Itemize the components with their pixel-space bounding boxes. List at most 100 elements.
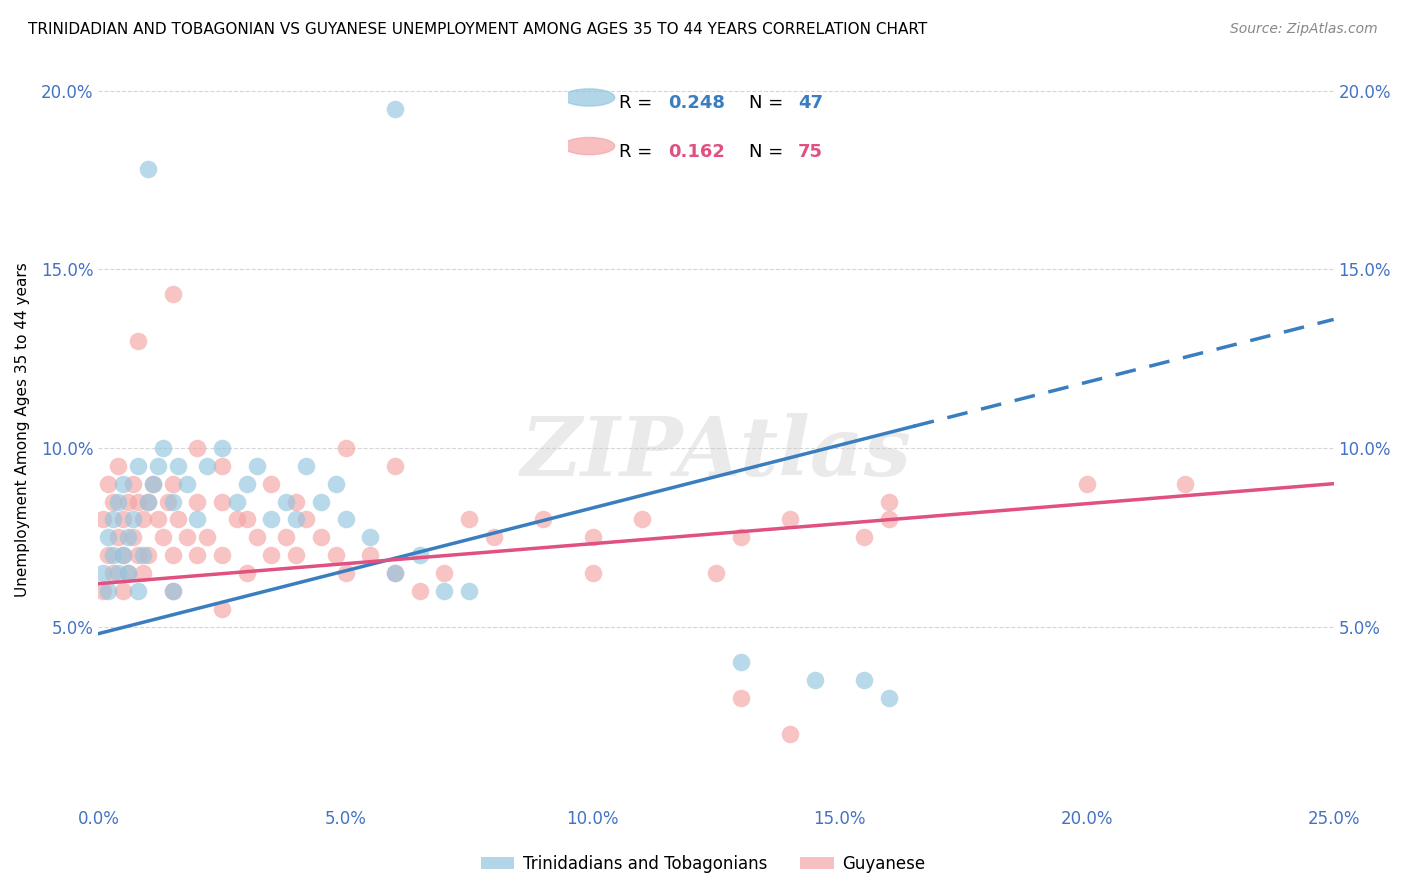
Point [162,548,184,562]
Point [704,566,727,580]
Point [112,548,135,562]
Point [195,530,218,544]
Point [93,566,115,580]
Point [132,512,155,526]
Point [235,566,257,580]
Point [176,530,198,544]
Point [186,512,208,526]
Point [156,494,179,508]
Point [195,458,218,473]
Point [112,548,135,562]
Point [285,548,308,562]
Point [136,494,159,508]
Point [146,458,169,473]
Point [162,583,184,598]
Point [245,530,267,544]
Point [260,548,283,562]
Point [359,548,381,562]
Point [408,583,430,598]
Point [730,655,752,669]
Legend: Trinidadians and Tobagonians, Guyanese: Trinidadians and Tobagonians, Guyanese [474,848,932,880]
Point [853,673,876,687]
Point [276,494,298,508]
Point [93,512,115,526]
Point [335,441,357,455]
Point [730,690,752,705]
Point [581,530,603,544]
Point [309,530,332,544]
Point [136,162,159,177]
Point [285,512,308,526]
Point [211,494,233,508]
Point [127,334,149,348]
Point [127,494,149,508]
Point [176,476,198,491]
Point [779,512,801,526]
Point [146,512,169,526]
Point [325,476,347,491]
Point [285,494,308,508]
Point [127,583,149,598]
Point [103,512,125,526]
Point [112,476,135,491]
Point [166,458,188,473]
Point [132,548,155,562]
Point [804,673,827,687]
Point [309,494,332,508]
Point [211,458,233,473]
Point [162,287,184,301]
Point [581,566,603,580]
Point [152,441,174,455]
Point [1174,476,1197,491]
Point [384,102,406,116]
Point [730,530,752,544]
Text: TRINIDADIAN AND TOBAGONIAN VS GUYANESE UNEMPLOYMENT AMONG AGES 35 TO 44 YEARS CO: TRINIDADIAN AND TOBAGONIAN VS GUYANESE U… [28,22,928,37]
Point [458,512,481,526]
Point [384,458,406,473]
Point [142,476,165,491]
Point [186,441,208,455]
Point [97,548,120,562]
Point [853,530,876,544]
Point [136,494,159,508]
Point [295,458,318,473]
Point [122,476,145,491]
Point [93,583,115,598]
Point [117,494,139,508]
Point [136,548,159,562]
Point [142,476,165,491]
Point [260,512,283,526]
Point [107,566,129,580]
Point [408,548,430,562]
Point [276,530,298,544]
Point [211,601,233,615]
Point [127,548,149,562]
Point [877,690,900,705]
Point [132,566,155,580]
Point [245,458,267,473]
Point [186,494,208,508]
Point [458,583,481,598]
Point [162,494,184,508]
Point [152,530,174,544]
Point [107,458,129,473]
Point [325,548,347,562]
Point [97,530,120,544]
Point [97,583,120,598]
Point [112,583,135,598]
Point [235,476,257,491]
Text: Source: ZipAtlas.com: Source: ZipAtlas.com [1230,22,1378,37]
Point [631,512,654,526]
Point [162,476,184,491]
Point [482,530,505,544]
Point [384,566,406,580]
Point [335,512,357,526]
Point [127,458,149,473]
Point [260,476,283,491]
Point [103,548,125,562]
Point [97,476,120,491]
Point [225,494,247,508]
Point [162,583,184,598]
Point [117,530,139,544]
Point [107,530,129,544]
